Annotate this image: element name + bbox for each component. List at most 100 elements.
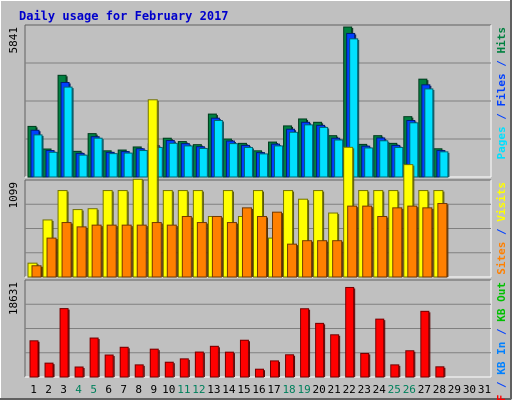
bar-sites [196, 222, 207, 278]
bar-pages [123, 152, 133, 178]
bar-sites [61, 222, 72, 278]
chart-title: Daily usage for February 2017 [19, 9, 229, 23]
bar-kb-f [164, 361, 174, 378]
bar-kb-f [179, 358, 189, 378]
bar-sites [272, 211, 283, 278]
x-tick-label: 12 [192, 383, 205, 396]
legend-entry: Sites [495, 242, 508, 275]
chart-panels: 5841 Pages / Files / Hits 1099 Sites / Visi… [7, 24, 508, 405]
y-max-label: 1099 [7, 182, 20, 209]
bar-kb-f [44, 362, 54, 378]
x-tick-label: 16 [252, 383, 265, 396]
bar-sites [256, 215, 267, 278]
bar-sites [332, 240, 343, 278]
bar-kb-f [29, 340, 39, 378]
x-tick-label: 26 [403, 383, 416, 396]
x-tick-label: 23 [358, 383, 371, 396]
panel-kbytes: 18 6 31 KB F / KB In / KB Out [7, 279, 508, 405]
x-tick-label: 3 [60, 383, 67, 396]
x-tick-label: 25 [388, 383, 401, 396]
bar-sites [226, 222, 237, 278]
legend: Pages / Files / Hits [495, 27, 508, 160]
panel-hits-files-pages: 5841 Pages / Files / Hits [7, 24, 508, 178]
bar-pages [319, 126, 329, 178]
bar-pages [198, 147, 208, 178]
bar-kb-f [435, 366, 445, 378]
bar-sites [181, 215, 192, 278]
x-tick-label: 30 [463, 383, 476, 396]
bar-kb-f [209, 345, 219, 378]
bar-sites [241, 207, 252, 278]
x-tick-label: 24 [373, 383, 387, 396]
legend: Sites / Visits [495, 182, 508, 275]
legend-entry: Files [495, 73, 508, 106]
bar-pages [258, 153, 268, 178]
bar-sites [362, 205, 373, 278]
bar-sites [31, 265, 42, 278]
bar-sites [121, 224, 132, 278]
bar-pages [334, 139, 344, 178]
legend: KB F / KB In / KB Out [495, 282, 508, 400]
legend-entry: / [495, 375, 508, 395]
x-tick-label: 28 [433, 383, 446, 396]
bar-sites [136, 224, 147, 278]
bar-sites [106, 224, 117, 278]
bar-sites [407, 205, 418, 278]
x-tick-label: 20 [313, 383, 326, 396]
bar-sites [91, 224, 102, 278]
bar-sites [437, 203, 448, 278]
bar-kb-f [119, 346, 129, 378]
bar-sites [347, 205, 358, 278]
bar-pages [228, 143, 238, 178]
x-tick-label: 11 [177, 383, 190, 396]
bar-pages [243, 146, 253, 178]
bar-pages [48, 151, 58, 178]
bar-pages [78, 154, 88, 178]
bar-kb-f [300, 308, 310, 378]
bar-pages [63, 86, 73, 178]
x-tick-label: 18 [282, 383, 295, 396]
bar-pages [289, 131, 299, 178]
x-tick-label: 19 [297, 383, 310, 396]
bar-pages [394, 146, 404, 178]
bar-kb-f [224, 351, 234, 378]
bar-kb-f [134, 364, 144, 378]
legend-entry: Visits [495, 182, 508, 222]
legend-entry: Pages [495, 126, 508, 159]
bar-sites [76, 226, 87, 278]
x-tick-label: 7 [120, 383, 127, 396]
bar-sites [392, 207, 403, 278]
legend-entry: KB In [495, 342, 508, 375]
bar-kb-f [254, 368, 264, 378]
bar-kb-f [315, 322, 325, 378]
bar-kb-f [149, 348, 159, 378]
bar-pages [93, 137, 103, 178]
bar-sites [317, 240, 328, 278]
y-max-label: 5841 [7, 27, 20, 54]
x-tick-label: 14 [222, 383, 236, 396]
bar-sites [166, 224, 177, 278]
x-tick-label: 5 [90, 383, 97, 396]
legend-entry: / [495, 107, 508, 127]
x-tick-label: 4 [75, 383, 82, 396]
legend-entry: / [495, 222, 508, 242]
bar-kb-f [375, 318, 385, 378]
bar-kb-f [104, 354, 114, 378]
bar-kb-f [74, 366, 84, 378]
bar-pages [274, 145, 284, 178]
panel-visits-sites: 1099 Sites / Visits [7, 99, 508, 278]
bar-kb-f [345, 286, 355, 378]
x-tick-label: 31 [478, 383, 491, 396]
bar-kb-f [405, 350, 415, 378]
legend-entry: KB Out [495, 282, 508, 322]
x-tick-label: 2 [45, 383, 52, 396]
legend-entry: Hits [495, 27, 508, 54]
x-tick-label: 22 [343, 383, 356, 396]
bar-kb-f [360, 352, 370, 378]
bar-pages [168, 142, 178, 178]
x-tick-label: 6 [105, 383, 112, 396]
bar-pages [304, 124, 314, 178]
bar-kb-f [330, 334, 340, 378]
bar-pages [439, 151, 449, 178]
